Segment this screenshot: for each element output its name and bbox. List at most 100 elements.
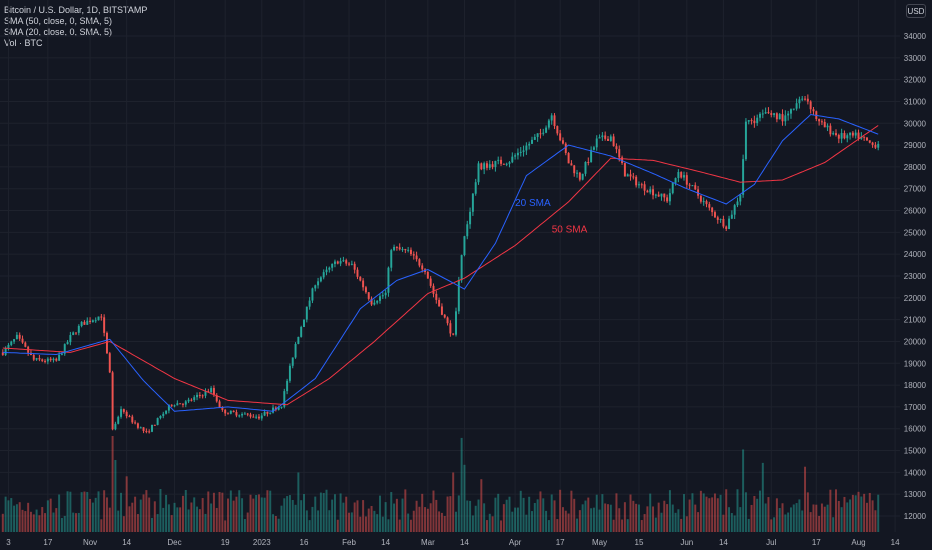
volume-bar	[128, 506, 131, 532]
volume-bar	[212, 492, 215, 532]
volume-bar	[331, 499, 334, 532]
volume-bar	[643, 514, 646, 532]
volume-bar	[198, 509, 201, 532]
candle-body	[255, 416, 258, 418]
candle-body	[232, 410, 235, 413]
candle-body	[97, 316, 100, 321]
candle-body	[601, 135, 604, 138]
volume-bar	[18, 502, 21, 532]
volume-bar	[874, 510, 877, 532]
candle-body	[806, 98, 809, 102]
volume-bar	[1, 513, 4, 532]
volume-bar	[626, 519, 629, 532]
candle-body	[773, 113, 776, 115]
volume-bar	[162, 507, 165, 532]
volume-bar	[457, 495, 460, 532]
volume-bar	[835, 489, 837, 532]
candle-body	[435, 293, 438, 300]
candle-body	[801, 98, 804, 100]
volume-bar	[877, 494, 880, 532]
volume-bar	[826, 504, 829, 532]
volume-bar	[362, 500, 365, 532]
volume-bar	[666, 504, 669, 532]
volume-bar	[58, 494, 61, 532]
volume-bar	[286, 496, 289, 532]
volume-bar	[773, 517, 776, 532]
volume-bar	[280, 505, 283, 532]
candle-body	[390, 250, 393, 268]
volume-bar	[694, 504, 697, 532]
candle-body	[13, 339, 16, 342]
volume-bar	[747, 518, 750, 532]
volume-bar	[671, 504, 674, 532]
candle-body	[224, 409, 227, 414]
candle-body	[297, 336, 300, 344]
candle-body	[353, 263, 356, 270]
candle-body	[595, 138, 598, 148]
candle-body	[818, 119, 821, 122]
candle-body	[832, 133, 835, 135]
candle-body	[387, 267, 390, 293]
volume-bar	[317, 510, 320, 532]
candle-body	[449, 323, 452, 334]
candle-body	[187, 399, 190, 402]
candle-body	[542, 132, 545, 134]
candle-body	[725, 226, 728, 229]
candle-body	[626, 174, 629, 177]
volume-bar	[753, 496, 756, 532]
volume-bar	[578, 510, 581, 532]
volume-bar	[660, 512, 663, 532]
volume-bar	[652, 506, 655, 532]
candle-body	[874, 144, 877, 148]
price-tick-label: 12000	[904, 512, 927, 521]
volume-bar	[713, 493, 716, 532]
price-tick-label: 28000	[904, 163, 927, 172]
candle-body	[564, 143, 567, 154]
candle-body	[497, 159, 500, 161]
candle-body	[514, 155, 517, 157]
volume-bar	[516, 507, 519, 532]
volume-bar	[744, 492, 747, 532]
candle-body	[685, 175, 688, 185]
volume-bar	[756, 498, 759, 532]
candle-body	[294, 343, 297, 358]
candle-body	[460, 255, 463, 281]
time-tick-label: 14	[122, 538, 131, 547]
volume-bar	[446, 496, 449, 532]
candle-body	[151, 424, 153, 432]
candle-body	[699, 195, 702, 202]
volume-bar	[407, 513, 410, 532]
candle-body	[142, 427, 145, 431]
price-tick-label: 34000	[904, 32, 927, 41]
candle-body	[308, 300, 311, 307]
currency-button[interactable]: USD	[906, 4, 926, 18]
candle-body	[573, 165, 576, 174]
volume-bar	[260, 497, 263, 532]
candle-body	[277, 407, 280, 410]
sma-annotation: 20 SMA	[515, 198, 551, 209]
volume-bar	[142, 494, 145, 532]
candle-body	[193, 397, 196, 401]
candle-body	[272, 407, 275, 413]
candle-body	[829, 125, 832, 135]
volume-bar	[649, 493, 652, 532]
volume-bar	[469, 500, 472, 532]
volume-bar	[381, 516, 384, 532]
volume-bar	[519, 490, 522, 532]
candle-body	[32, 355, 35, 360]
candle-body	[764, 112, 767, 114]
volume-bar	[500, 520, 503, 532]
candle-body	[328, 267, 331, 270]
price-tick-label: 17000	[904, 403, 927, 412]
candle-body	[587, 161, 590, 163]
candle-body	[159, 415, 162, 419]
volume-bar	[871, 500, 874, 532]
candle-body	[756, 117, 759, 124]
candle-body	[491, 164, 494, 168]
volume-bar	[511, 511, 514, 532]
volume-bar	[837, 500, 840, 532]
candle-body	[18, 334, 21, 339]
volume-bar	[759, 490, 761, 532]
volume-bar	[359, 516, 362, 532]
